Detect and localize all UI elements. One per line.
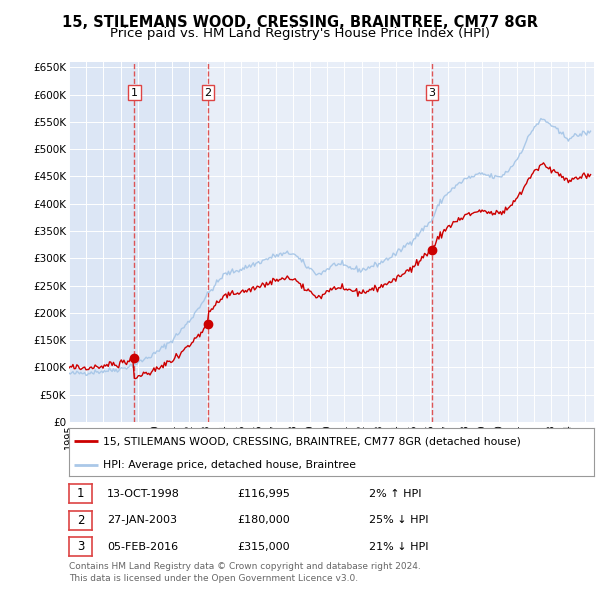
Text: 2% ↑ HPI: 2% ↑ HPI <box>369 489 421 499</box>
Text: 13-OCT-1998: 13-OCT-1998 <box>107 489 179 499</box>
Text: Price paid vs. HM Land Registry's House Price Index (HPI): Price paid vs. HM Land Registry's House … <box>110 27 490 40</box>
Text: £180,000: £180,000 <box>237 516 290 525</box>
Text: 1: 1 <box>77 487 84 500</box>
Text: 2: 2 <box>205 87 212 97</box>
Bar <box>69 62 134 422</box>
Text: 05-FEB-2016: 05-FEB-2016 <box>107 542 178 552</box>
Text: 21% ↓ HPI: 21% ↓ HPI <box>369 542 428 552</box>
Text: 15, STILEMANS WOOD, CRESSING, BRAINTREE, CM77 8GR (detached house): 15, STILEMANS WOOD, CRESSING, BRAINTREE,… <box>103 436 521 446</box>
Text: 3: 3 <box>428 87 436 97</box>
Text: 27-JAN-2003: 27-JAN-2003 <box>107 516 177 525</box>
Text: HPI: Average price, detached house, Braintree: HPI: Average price, detached house, Brai… <box>103 460 356 470</box>
Text: 25% ↓ HPI: 25% ↓ HPI <box>369 516 428 525</box>
Text: 1: 1 <box>131 87 138 97</box>
Text: 15, STILEMANS WOOD, CRESSING, BRAINTREE, CM77 8GR: 15, STILEMANS WOOD, CRESSING, BRAINTREE,… <box>62 15 538 30</box>
Text: 3: 3 <box>77 540 84 553</box>
Text: £315,000: £315,000 <box>237 542 290 552</box>
Text: Contains HM Land Registry data © Crown copyright and database right 2024.
This d: Contains HM Land Registry data © Crown c… <box>69 562 421 583</box>
Text: £116,995: £116,995 <box>237 489 290 499</box>
Text: 2: 2 <box>77 514 84 527</box>
Bar <box>134 62 208 422</box>
